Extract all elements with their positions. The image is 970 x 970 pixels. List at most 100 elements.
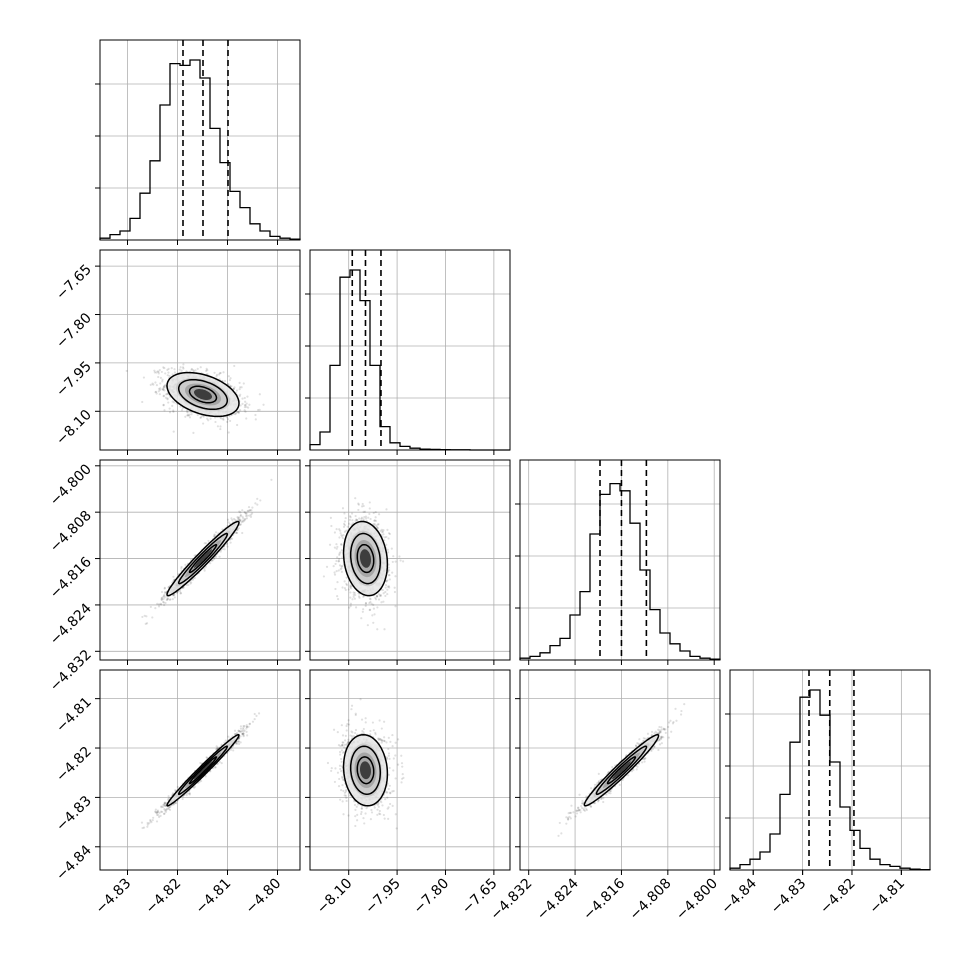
sample-point bbox=[368, 608, 372, 611]
sample-point bbox=[348, 522, 351, 525]
sample-point bbox=[157, 603, 161, 606]
sample-point bbox=[354, 606, 358, 609]
sample-point bbox=[228, 378, 231, 382]
density-fill bbox=[194, 389, 212, 400]
sample-point bbox=[375, 595, 379, 598]
sample-point bbox=[229, 541, 232, 544]
sample-point bbox=[362, 510, 365, 513]
contour-line bbox=[342, 520, 389, 597]
sample-point bbox=[355, 518, 358, 521]
sample-point bbox=[370, 602, 373, 605]
sample-point bbox=[386, 551, 390, 554]
sample-point bbox=[385, 579, 388, 583]
sample-point bbox=[227, 382, 230, 386]
sample-point bbox=[161, 380, 164, 383]
sample-point bbox=[360, 505, 364, 508]
sample-point bbox=[155, 384, 158, 387]
sample-point bbox=[340, 549, 343, 552]
sample-point bbox=[376, 628, 379, 631]
sample-point bbox=[182, 363, 185, 366]
sample-point bbox=[247, 406, 250, 409]
data-layer bbox=[99, 40, 931, 871]
sample-point bbox=[171, 373, 174, 376]
sample-point bbox=[202, 415, 205, 418]
sample-point bbox=[342, 525, 346, 528]
sample-point bbox=[218, 372, 222, 375]
sample-point bbox=[154, 381, 157, 384]
sample-point bbox=[242, 517, 245, 520]
sample-point bbox=[206, 369, 209, 372]
sample-point bbox=[193, 576, 196, 579]
sample-point bbox=[349, 591, 352, 594]
sample-point bbox=[382, 529, 385, 532]
sample-point bbox=[379, 594, 382, 597]
sample-point bbox=[244, 400, 247, 403]
sample-point bbox=[322, 575, 326, 578]
sample-point bbox=[202, 422, 205, 425]
sample-point bbox=[167, 371, 170, 374]
sample-point bbox=[228, 384, 231, 387]
sample-point bbox=[160, 590, 164, 594]
sample-point bbox=[166, 807, 169, 810]
sample-point bbox=[173, 596, 176, 599]
sample-point bbox=[340, 565, 343, 568]
sample-point bbox=[239, 409, 242, 412]
sample-point bbox=[156, 370, 159, 373]
sample-point bbox=[377, 598, 381, 601]
sample-point bbox=[243, 406, 247, 409]
sample-point bbox=[232, 749, 235, 752]
sample-point bbox=[223, 548, 226, 551]
sample-point bbox=[164, 372, 167, 375]
sample-point bbox=[162, 600, 165, 603]
sample-point bbox=[166, 597, 170, 600]
sample-point bbox=[242, 726, 245, 729]
sample-point bbox=[376, 526, 379, 529]
sample-point bbox=[353, 597, 356, 600]
sample-point bbox=[244, 512, 248, 515]
sample-point bbox=[220, 743, 223, 746]
sample-point bbox=[334, 562, 337, 566]
sample-point bbox=[162, 597, 165, 601]
sample-point bbox=[355, 519, 358, 522]
sample-point bbox=[199, 761, 202, 765]
sample-point bbox=[233, 364, 236, 368]
sample-point bbox=[381, 531, 384, 534]
sample-point bbox=[239, 725, 243, 728]
sample-point bbox=[362, 608, 365, 611]
sample-point bbox=[379, 593, 382, 597]
sample-point bbox=[243, 519, 246, 522]
sample-point bbox=[219, 371, 222, 375]
sample-point bbox=[189, 582, 192, 585]
sample-point bbox=[360, 517, 363, 520]
sample-point bbox=[248, 514, 251, 517]
sample-point bbox=[215, 373, 219, 376]
sample-point bbox=[387, 532, 391, 535]
sample-point bbox=[374, 510, 377, 514]
sample-point bbox=[245, 405, 248, 408]
sample-point bbox=[345, 582, 348, 585]
sample-point bbox=[151, 819, 154, 822]
sample-point bbox=[351, 598, 354, 601]
sample-point bbox=[245, 417, 248, 420]
sample-point bbox=[160, 596, 164, 599]
sample-point bbox=[248, 509, 251, 512]
sample-point bbox=[335, 543, 338, 546]
sample-point bbox=[173, 368, 176, 371]
sample-point bbox=[349, 596, 352, 599]
sample-point bbox=[182, 586, 185, 589]
sample-point bbox=[187, 583, 190, 587]
sample-point bbox=[163, 812, 166, 815]
sample-point bbox=[244, 403, 247, 407]
sample-point bbox=[158, 393, 161, 396]
sample-point bbox=[250, 509, 253, 512]
sample-point bbox=[163, 593, 166, 596]
sample-point bbox=[185, 410, 189, 413]
sample-point bbox=[336, 556, 339, 559]
sample-point bbox=[178, 590, 182, 593]
sample-point bbox=[381, 530, 385, 533]
sample-point bbox=[251, 506, 254, 509]
sample-point bbox=[364, 515, 368, 518]
sample-point bbox=[340, 534, 343, 537]
sample-point bbox=[188, 416, 192, 419]
sample-point bbox=[155, 392, 158, 395]
